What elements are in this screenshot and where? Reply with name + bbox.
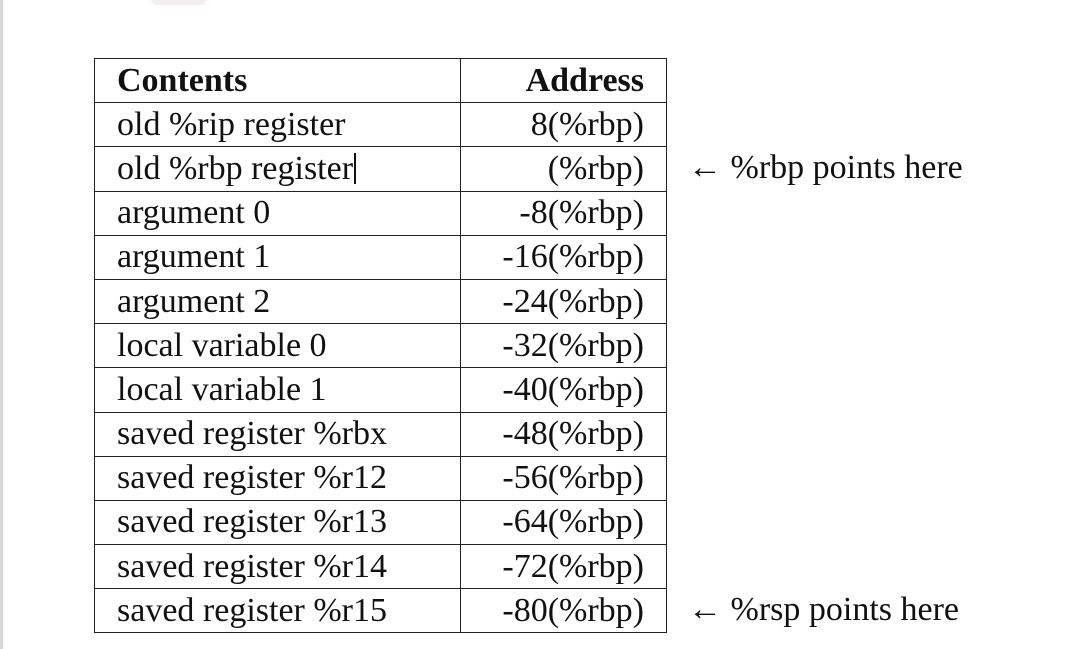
address-cell: (%rbp) bbox=[460, 146, 667, 192]
table-row: saved register %r14 -72(%rbp) bbox=[94, 544, 667, 590]
contents-text: old %rbp register bbox=[117, 149, 354, 187]
table-row: old %rbp register (%rbp) bbox=[94, 146, 667, 192]
contents-cell: argument 0 bbox=[94, 190, 461, 236]
rbp-pointer-note: ← %rbp points here bbox=[688, 149, 963, 186]
address-cell: -48(%rbp) bbox=[460, 411, 667, 457]
top-tab-fragment bbox=[151, 0, 206, 5]
contents-cell: argument 1 bbox=[94, 234, 461, 280]
address-cell: -56(%rbp) bbox=[460, 455, 667, 501]
contents-cell: local variable 0 bbox=[94, 323, 461, 369]
rsp-pointer-note: ← %rsp points here bbox=[688, 591, 960, 628]
table-row: argument 1 -16(%rbp) bbox=[94, 234, 667, 280]
contents-cell: argument 2 bbox=[94, 278, 461, 325]
contents-cell: old %rbp register bbox=[94, 146, 461, 192]
contents-cell: saved register %r12 bbox=[94, 455, 461, 501]
table-row: old %rip register 8(%rbp) bbox=[94, 102, 667, 148]
address-cell: -40(%rbp) bbox=[460, 367, 667, 413]
address-cell: -72(%rbp) bbox=[460, 544, 667, 590]
contents-cell: saved register %r14 bbox=[94, 544, 461, 590]
table-row: saved register %r12 -56(%rbp) bbox=[94, 455, 667, 501]
address-column-header: Address bbox=[460, 57, 667, 104]
table-row: argument 2 -24(%rbp) bbox=[94, 278, 667, 325]
table-header-row: Contents Address bbox=[94, 57, 667, 104]
page-left-border bbox=[0, 0, 3, 649]
address-cell: -64(%rbp) bbox=[460, 499, 667, 546]
contents-cell: local variable 1 bbox=[94, 367, 461, 413]
contents-cell: saved register %r15 bbox=[94, 588, 461, 634]
table-row: saved register %r13 -64(%rbp) bbox=[94, 499, 667, 546]
address-cell: -32(%rbp) bbox=[460, 323, 667, 369]
address-cell: -16(%rbp) bbox=[460, 234, 667, 280]
table-row: argument 0 -8(%rbp) bbox=[94, 190, 667, 236]
contents-cell: old %rip register bbox=[94, 102, 461, 148]
address-cell: 8(%rbp) bbox=[460, 102, 667, 148]
address-cell: -24(%rbp) bbox=[460, 278, 667, 325]
table-row: saved register %rbx -48(%rbp) bbox=[94, 411, 667, 457]
table-row: saved register %r15 -80(%rbp) bbox=[94, 588, 667, 634]
contents-cell: saved register %r13 bbox=[94, 499, 461, 546]
address-cell: -80(%rbp) bbox=[460, 588, 667, 634]
table-row: local variable 1 -40(%rbp) bbox=[94, 367, 667, 413]
table-row: local variable 0 -32(%rbp) bbox=[94, 323, 667, 369]
text-cursor bbox=[354, 152, 356, 184]
contents-cell: saved register %rbx bbox=[94, 411, 461, 457]
stack-frame-table: Contents Address old %rip register 8(%rb… bbox=[94, 57, 667, 634]
address-cell: -8(%rbp) bbox=[460, 190, 667, 236]
contents-column-header: Contents bbox=[94, 57, 461, 104]
